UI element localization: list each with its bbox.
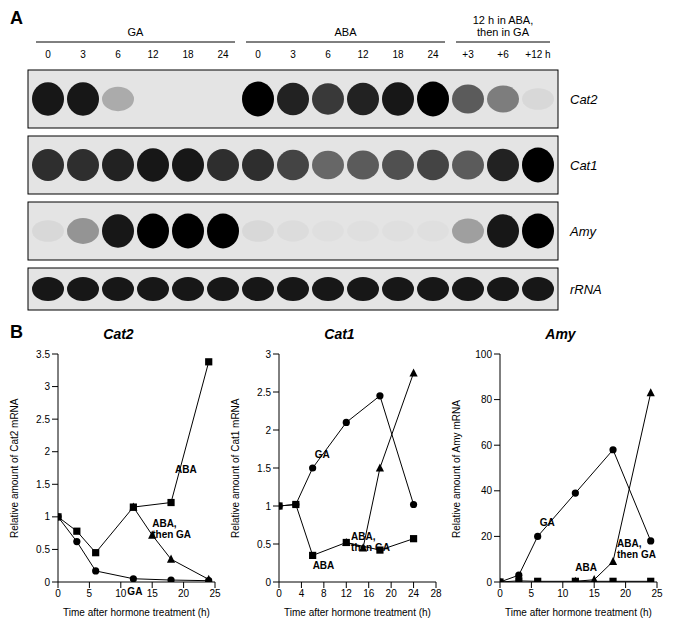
- svg-text:GA: GA: [540, 517, 555, 528]
- svg-text:3: 3: [265, 349, 271, 360]
- svg-text:80: 80: [481, 394, 493, 405]
- svg-text:2: 2: [265, 425, 271, 436]
- svg-text:15: 15: [147, 588, 159, 599]
- svg-text:20: 20: [386, 588, 398, 599]
- svg-text:16: 16: [363, 588, 375, 599]
- svg-text:25: 25: [651, 588, 663, 599]
- svg-text:0: 0: [276, 588, 282, 599]
- svg-text:24: 24: [408, 588, 420, 599]
- svg-text:3: 3: [44, 381, 50, 392]
- svg-text:0.5: 0.5: [36, 544, 50, 555]
- svg-text:0: 0: [497, 588, 503, 599]
- svg-text:4: 4: [299, 588, 305, 599]
- svg-text:ABA: ABA: [313, 560, 335, 571]
- svg-text:Time after hormone treatment (: Time after hormone treatment (h): [505, 607, 652, 618]
- svg-text:0: 0: [55, 588, 61, 599]
- svg-text:Time after hormone treatment (: Time after hormone treatment (h): [284, 607, 431, 618]
- svg-text:Amy: Amy: [569, 224, 598, 239]
- svg-text:0: 0: [45, 49, 51, 60]
- svg-text:3.5: 3.5: [36, 349, 50, 360]
- svg-text:1: 1: [44, 511, 50, 522]
- svg-text:18: 18: [182, 49, 194, 60]
- html-text:Amy: Amy: [545, 326, 576, 342]
- svg-text:Time after hormone treatment (: Time after hormone treatment (h): [63, 607, 210, 618]
- svg-text:rRNA: rRNA: [570, 282, 602, 297]
- svg-text:28: 28: [430, 588, 442, 599]
- svg-text:18: 18: [392, 49, 404, 60]
- svg-text:1: 1: [265, 501, 271, 512]
- svg-text:ABA,then GA: ABA,then GA: [351, 531, 390, 553]
- svg-text:6: 6: [325, 49, 331, 60]
- svg-text:Cat2: Cat2: [570, 92, 598, 107]
- svg-text:ABA,then GA: ABA,then GA: [617, 538, 656, 560]
- svg-text:ABA,then GA: ABA,then GA: [152, 518, 191, 540]
- svg-text:12 h in ABA,: 12 h in ABA,: [473, 14, 534, 26]
- svg-text:24: 24: [217, 49, 229, 60]
- svg-text:20: 20: [481, 531, 493, 542]
- svg-text:ABA: ABA: [575, 562, 597, 573]
- svg-text:8: 8: [321, 588, 327, 599]
- svg-text:20: 20: [620, 588, 632, 599]
- svg-text:0: 0: [44, 577, 50, 588]
- svg-text:60: 60: [481, 440, 493, 451]
- svg-text:12: 12: [341, 588, 353, 599]
- svg-text:2.5: 2.5: [36, 414, 50, 425]
- svg-text:ABA: ABA: [334, 26, 357, 38]
- svg-text:2.5: 2.5: [257, 387, 271, 398]
- svg-text:GA: GA: [127, 586, 142, 597]
- svg-text:Relative amount of Cat2 mRNA: Relative amount of Cat2 mRNA: [9, 398, 20, 538]
- svg-text:+12 h: +12 h: [525, 49, 550, 60]
- svg-text:1.5: 1.5: [257, 463, 271, 474]
- svg-text:A: A: [10, 8, 23, 28]
- svg-text:25: 25: [209, 588, 221, 599]
- svg-text:ABA: ABA: [175, 464, 197, 475]
- svg-text:20: 20: [178, 588, 190, 599]
- svg-text:10: 10: [557, 588, 569, 599]
- svg-text:12: 12: [357, 49, 369, 60]
- svg-text:10: 10: [115, 588, 127, 599]
- svg-text:12: 12: [147, 49, 159, 60]
- svg-text:40: 40: [481, 485, 493, 496]
- svg-text:+6: +6: [497, 49, 509, 60]
- svg-text:5: 5: [87, 588, 93, 599]
- svg-text:1.5: 1.5: [36, 479, 50, 490]
- svg-text:0.5: 0.5: [257, 539, 271, 550]
- svg-text:GA: GA: [315, 449, 330, 460]
- svg-text:6: 6: [115, 49, 121, 60]
- svg-text:0: 0: [255, 49, 261, 60]
- svg-text:5: 5: [529, 588, 535, 599]
- svg-text:0: 0: [486, 577, 492, 588]
- svg-text:3: 3: [290, 49, 296, 60]
- svg-text:+3: +3: [462, 49, 474, 60]
- svg-text:then in GA: then in GA: [477, 26, 530, 38]
- svg-text:24: 24: [427, 49, 439, 60]
- html-text:B: B: [10, 322, 23, 342]
- svg-text:Cat1: Cat1: [570, 158, 597, 173]
- svg-text:Relative amount of Amy mRNA: Relative amount of Amy mRNA: [451, 400, 462, 538]
- html-text:Cat2: Cat2: [103, 326, 134, 342]
- svg-text:2: 2: [44, 446, 50, 457]
- svg-text:15: 15: [589, 588, 601, 599]
- html-text:Cat1: Cat1: [324, 326, 355, 342]
- svg-text:GA: GA: [128, 26, 145, 38]
- svg-text:100: 100: [475, 349, 492, 360]
- svg-text:3: 3: [80, 49, 86, 60]
- svg-text:0: 0: [265, 577, 271, 588]
- svg-text:Relative amount of Cat1 mRNA: Relative amount of Cat1 mRNA: [230, 398, 241, 538]
